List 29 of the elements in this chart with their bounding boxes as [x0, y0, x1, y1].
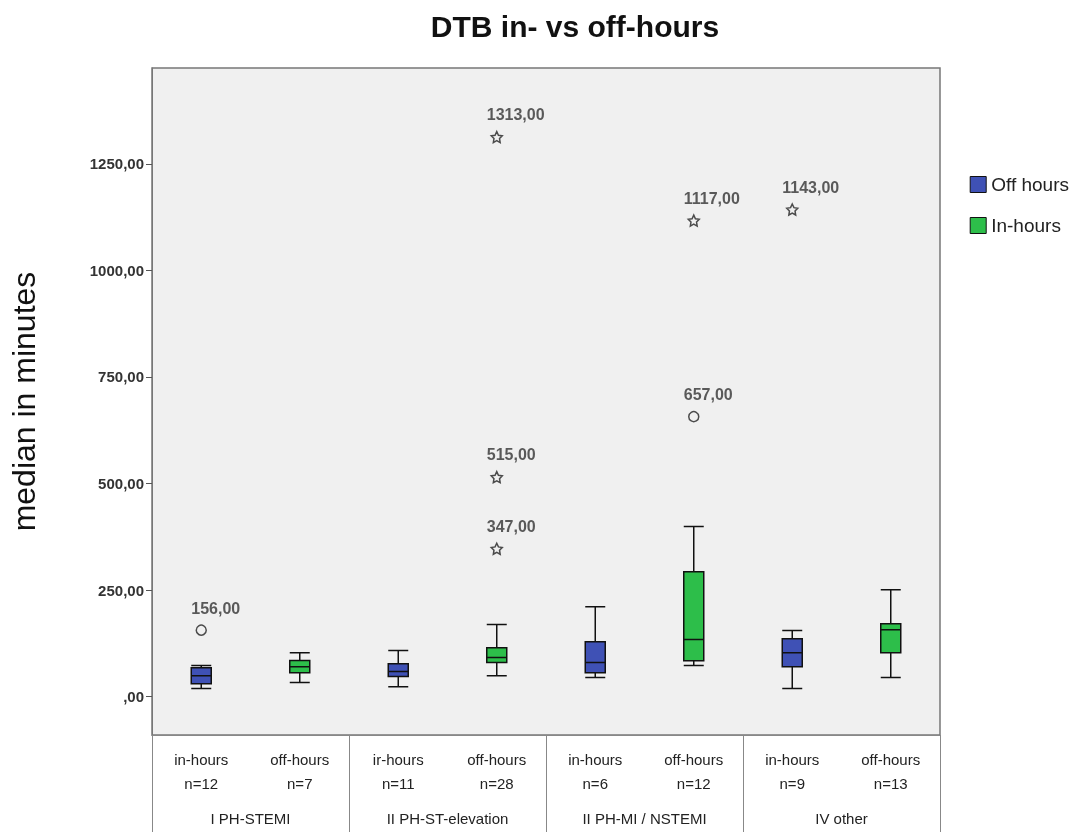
legend-label: In-hours — [991, 215, 1061, 236]
y-tick-label: 1250,00 — [89, 155, 144, 173]
text: I PH-STEMI — [210, 810, 291, 827]
y-tick-label: 1000,00 — [89, 261, 144, 279]
x-tick-label: off-hours n=12 — [664, 750, 724, 792]
annotation: 515,00 — [486, 446, 536, 464]
x-tick-label: in-hours n=12 — [174, 750, 229, 792]
x-tick-label: off-hours n=7 — [270, 750, 330, 792]
y-tick-label: ,00 — [123, 688, 144, 706]
chart-title: DTB in- vs off-hours — [430, 9, 720, 43]
y-axis-title: median in minutes — [6, 271, 42, 532]
x-tick-label: off-hours n=28 — [467, 750, 527, 792]
annotation: 1117,00 — [683, 189, 740, 207]
x-tick-label: off-hours n=13 — [861, 750, 921, 792]
annotation: 1313,00 — [486, 106, 545, 124]
annotation: 1143,00 — [782, 178, 840, 196]
y-tick-label: 750,00 — [98, 368, 144, 386]
annotation: 657,00 — [683, 386, 733, 404]
x-tick-label: in-hours n=6 — [568, 750, 623, 792]
y-tick-label: 250,00 — [98, 581, 144, 599]
text: II PH-MI / NSTEMI — [582, 810, 707, 827]
text: IV other — [815, 810, 868, 827]
legend-label: Off hours — [991, 174, 1070, 195]
annotation: 347,00 — [486, 518, 536, 535]
text: II PH-ST-elevation — [386, 810, 509, 827]
x-tick-label: in-hours n=9 — [765, 750, 820, 792]
y-tick-label: 500,00 — [98, 475, 144, 493]
x-tick-label: ir-hours n=11 — [372, 750, 424, 792]
annotation: 156,00 — [191, 599, 241, 617]
